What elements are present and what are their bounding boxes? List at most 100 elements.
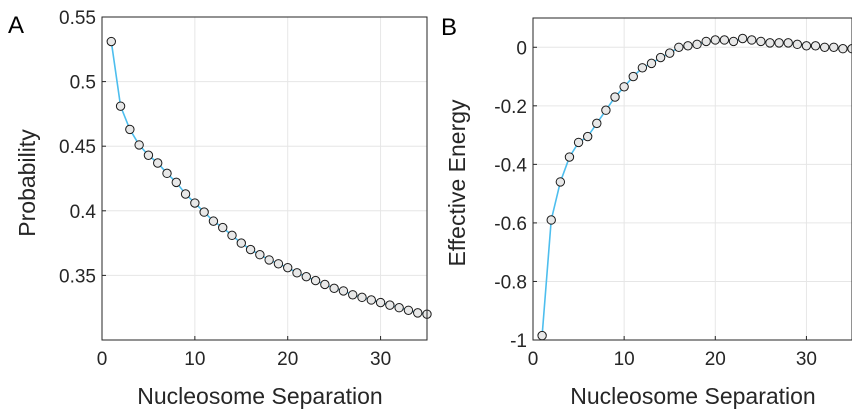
panel-b-data-point: [747, 35, 757, 45]
panel-a-data-point: [106, 36, 116, 47]
panel-b-x-axis-label: Nucleosome Separation: [570, 383, 815, 409]
panel-a-x-tick-label: 10: [184, 349, 205, 370]
panel-a-y-tick-label: 0.55: [59, 8, 96, 29]
panel-a-y-tick-label: 0.35: [59, 266, 96, 287]
panel-b-data-point: [555, 177, 566, 187]
panel-b-y-tick-label: -0.4: [494, 155, 527, 176]
panel-a-label: A: [8, 12, 24, 39]
panel-b-data-point: [737, 33, 748, 44]
panel-a-data-point: [338, 286, 349, 296]
panel-a-x-axis-label: Nucleosome Separation: [137, 383, 382, 409]
panel-a-data-point: [245, 244, 256, 255]
panel-b-markers: [537, 33, 852, 341]
panel-b-ticks: 0 10 20 30 -1 -0.8 -0.6 -0.4 -0.2 0: [494, 38, 817, 370]
panel-b-y-tick-label: 0: [516, 38, 527, 59]
panel-a-data-point: [180, 189, 191, 199]
panel-a-data-point: [310, 275, 321, 286]
panel-b-data-point: [610, 92, 620, 102]
panel-a-data-point: [357, 292, 367, 303]
panel-b-data-point: [810, 41, 821, 51]
panel-b-effective-energy-chart: B 0 10 20 30 -1 -0.8 -0.6 -0.4 -0.2 0 Nucleosome …: [441, 14, 852, 409]
panel-a-y-tick-label: 0.5: [70, 73, 96, 94]
panel-a-x-tick-label: 0: [97, 349, 108, 370]
panel-a-data-point: [199, 207, 209, 217]
panel-a-data-point: [125, 124, 135, 135]
panel-b-data-point: [838, 44, 848, 54]
panel-b-x-tick-label: 10: [614, 349, 635, 370]
panel-b-data-point: [592, 118, 602, 129]
panel-a-data-point: [385, 300, 395, 310]
panel-a-data-point: [190, 198, 200, 208]
panel-b-data-point: [546, 215, 556, 225]
panel-a-data-point: [134, 140, 144, 150]
panel-a-data-point: [227, 230, 237, 241]
panel-a-data-point: [255, 250, 265, 260]
panel-b-x-tick-label: 0: [528, 349, 539, 370]
panel-b-data-point: [665, 48, 675, 58]
panel-b-label: B: [441, 14, 457, 41]
panel-b-y-tick-label: -1: [510, 331, 527, 352]
panel-b-data-point: [582, 131, 593, 142]
panel-b-data-point: [783, 38, 793, 48]
panel-b-series-line: [541, 37, 852, 336]
panel-a-series-line: [110, 41, 428, 315]
panel-a-data-point: [162, 168, 172, 179]
panel-b-data-point: [573, 137, 584, 148]
panel-a-data-point: [366, 295, 376, 305]
panel-b-data-point: [710, 35, 720, 45]
panel-b-data-point: [728, 36, 739, 47]
panel-b-data-point: [537, 330, 547, 341]
panel-a-data-point: [115, 101, 126, 111]
panel-b-x-tick-label: 20: [705, 349, 726, 370]
panel-a-data-point: [320, 279, 330, 290]
panel-b-data-point: [765, 38, 775, 48]
panel-b-data-point: [701, 36, 711, 47]
panel-a-data-point: [283, 262, 293, 273]
panel-b-data-point: [774, 38, 784, 48]
panel-b-data-point: [674, 42, 684, 52]
panel-a-data-point: [273, 259, 284, 269]
panel-a-data-point: [403, 305, 414, 315]
panel-b-y-tick-label: -0.2: [494, 97, 527, 118]
panel-a-data-point: [264, 255, 274, 265]
panel-b-data-point: [646, 58, 657, 69]
panel-b-axes-frame: [532, 17, 852, 341]
panel-a-ticks: 0 10 20 30 0.35 0.4 0.45 0.5 0.55: [59, 8, 391, 370]
panel-b-grid: [532, 18, 852, 341]
panel-a-data-point: [236, 238, 246, 248]
panel-a-y-tick-label: 0.4: [70, 202, 97, 223]
panel-b-x-tick-label: 30: [796, 349, 817, 370]
panel-a-data-point: [375, 297, 386, 308]
panel-a-data-point: [413, 308, 423, 318]
panel-b-data-point: [801, 41, 812, 51]
panel-b-data-point: [619, 82, 629, 92]
panel-a-data-point: [301, 271, 311, 282]
panel-b-data-point: [719, 35, 730, 45]
panel-b-data-point: [847, 44, 852, 54]
panel-a-x-tick-label: 20: [277, 349, 298, 370]
panel-b-data-point: [601, 105, 611, 115]
panel-b-data-point: [683, 41, 693, 51]
panel-a-probability-chart: A 0 10 20 30 0.35 0.4 0.45 0.5 0.55 Nucleosome S…: [8, 8, 432, 409]
panel-a-data-point: [348, 290, 358, 300]
panel-a-data-point: [171, 177, 181, 188]
panel-b-data-point: [829, 42, 839, 52]
panel-b-data-point: [756, 36, 766, 47]
panel-a-data-point: [329, 283, 339, 294]
panel-b-data-point: [792, 39, 803, 50]
panel-a-data-point: [292, 268, 302, 278]
panel-a-x-tick-label: 30: [370, 349, 391, 370]
panel-b-data-point: [655, 52, 666, 63]
panel-b-data-point: [564, 152, 575, 162]
panel-b-y-tick-label: -0.6: [494, 214, 527, 235]
panel-a-data-point: [143, 150, 154, 160]
panel-a-markers: [106, 36, 432, 319]
panel-b-data-point: [819, 42, 830, 52]
panel-a-data-point: [218, 222, 228, 233]
panel-b-data-point: [637, 63, 648, 73]
panel-b-data-point: [628, 71, 638, 82]
panel-a-data-point: [208, 216, 219, 226]
panel-a-y-axis-label: Probability: [14, 129, 40, 237]
panel-a-axes-frame: [101, 16, 428, 341]
